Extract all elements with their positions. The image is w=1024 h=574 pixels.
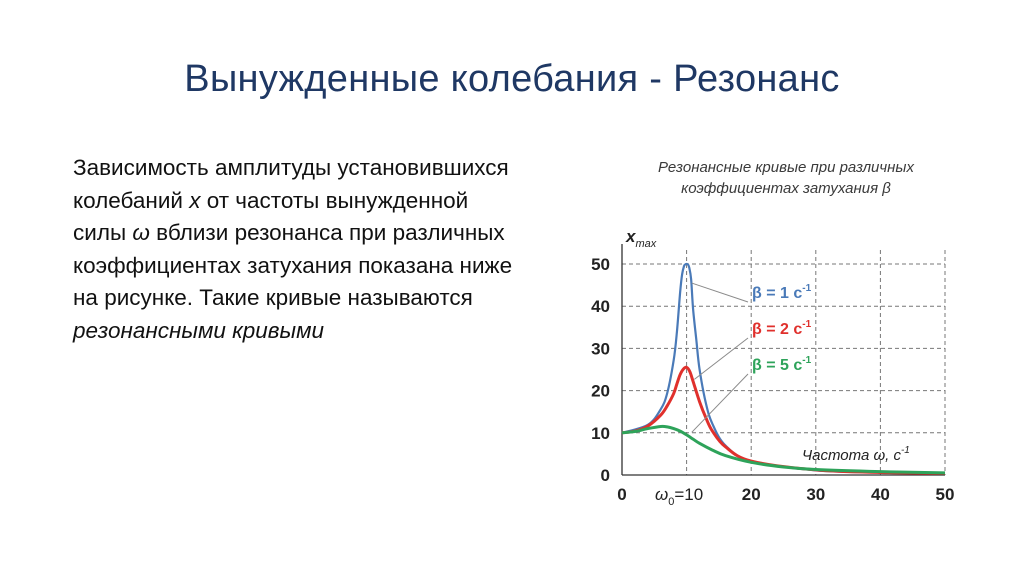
body-paragraph: Зависимость амплитуды установившихся кол… bbox=[73, 152, 513, 347]
x-tick-label: 20 bbox=[742, 485, 761, 504]
text-part-2: от частоты вынужденной силы bbox=[73, 187, 469, 246]
legend-leader-line bbox=[691, 282, 749, 303]
legend-label-sup: -1 bbox=[802, 319, 811, 330]
legend-label-text: β = 5 с bbox=[752, 357, 802, 374]
italic-term: резонансными кривыми bbox=[73, 317, 325, 343]
legend: β = 1 с-1β = 2 с-1β = 5 с-1 bbox=[691, 282, 812, 433]
chart-title-line-1: Резонансные кривые при различных bbox=[658, 159, 914, 176]
legend-leader-line bbox=[691, 373, 749, 433]
legend-label: β = 1 с-1 bbox=[752, 283, 812, 302]
y-tick-label: 50 bbox=[591, 255, 610, 274]
chart-title-line-2: коэффициентах затухания β bbox=[681, 180, 891, 197]
text-part-1: Зависимость амплитуды установившихся кол… bbox=[73, 155, 509, 213]
y-axis-label-sub: max bbox=[635, 238, 656, 250]
legend-label: β = 2 с-1 bbox=[752, 319, 812, 338]
omega0-symbol: ω bbox=[655, 485, 668, 504]
series-lines bbox=[621, 262, 946, 475]
variable-x: x bbox=[189, 187, 201, 213]
legend-label-sup: -1 bbox=[802, 355, 811, 366]
resonance-chart: Резонансные кривые при различных коэффиц… bbox=[591, 159, 954, 508]
omega0-label: ω0=10 bbox=[655, 485, 703, 508]
resonance-chart-figure: Резонансные кривые при различных коэффиц… bbox=[560, 148, 980, 528]
x-axis-label: Частота ω, с-1 bbox=[802, 445, 910, 464]
legend-label-sup: -1 bbox=[802, 283, 811, 294]
slide-title: Вынужденные колебания - Резонанс bbox=[184, 58, 840, 100]
x-tick-label: 50 bbox=[936, 485, 955, 504]
y-tick-label: 0 bbox=[601, 466, 610, 485]
text-part-3: вблизи резонанса при различных коэффицие… bbox=[73, 220, 513, 310]
omega0-eq: =10 bbox=[674, 485, 703, 504]
x-axis-label-main: Частота ω, с bbox=[802, 447, 901, 464]
y-tick-label: 30 bbox=[591, 339, 610, 358]
legend-label-text: β = 2 с bbox=[752, 321, 802, 338]
y-axis-label-main: x bbox=[625, 227, 637, 246]
y-axis-label: xmax bbox=[625, 227, 657, 250]
y-tick-label: 10 bbox=[591, 424, 610, 443]
x-tick-label: 40 bbox=[871, 485, 890, 504]
series-line-3 bbox=[621, 424, 946, 475]
variable-omega: ω bbox=[132, 220, 150, 245]
tick-labels: 0 20 30 40 50 0 10 20 30 40 50 bbox=[591, 255, 954, 504]
omega0-sub: 0 bbox=[668, 496, 674, 508]
axes bbox=[621, 244, 945, 476]
legend-leader-line bbox=[694, 337, 749, 380]
x-tick-label: 30 bbox=[806, 485, 825, 504]
grid bbox=[622, 250, 946, 475]
legend-label: β = 5 с-1 bbox=[752, 355, 812, 374]
y-tick-label: 20 bbox=[591, 382, 610, 401]
x-axis-label-sup: -1 bbox=[901, 445, 910, 456]
y-tick-label: 40 bbox=[591, 297, 610, 316]
legend-label-text: β = 1 с bbox=[752, 285, 802, 302]
x-tick-label: 0 bbox=[617, 485, 626, 504]
